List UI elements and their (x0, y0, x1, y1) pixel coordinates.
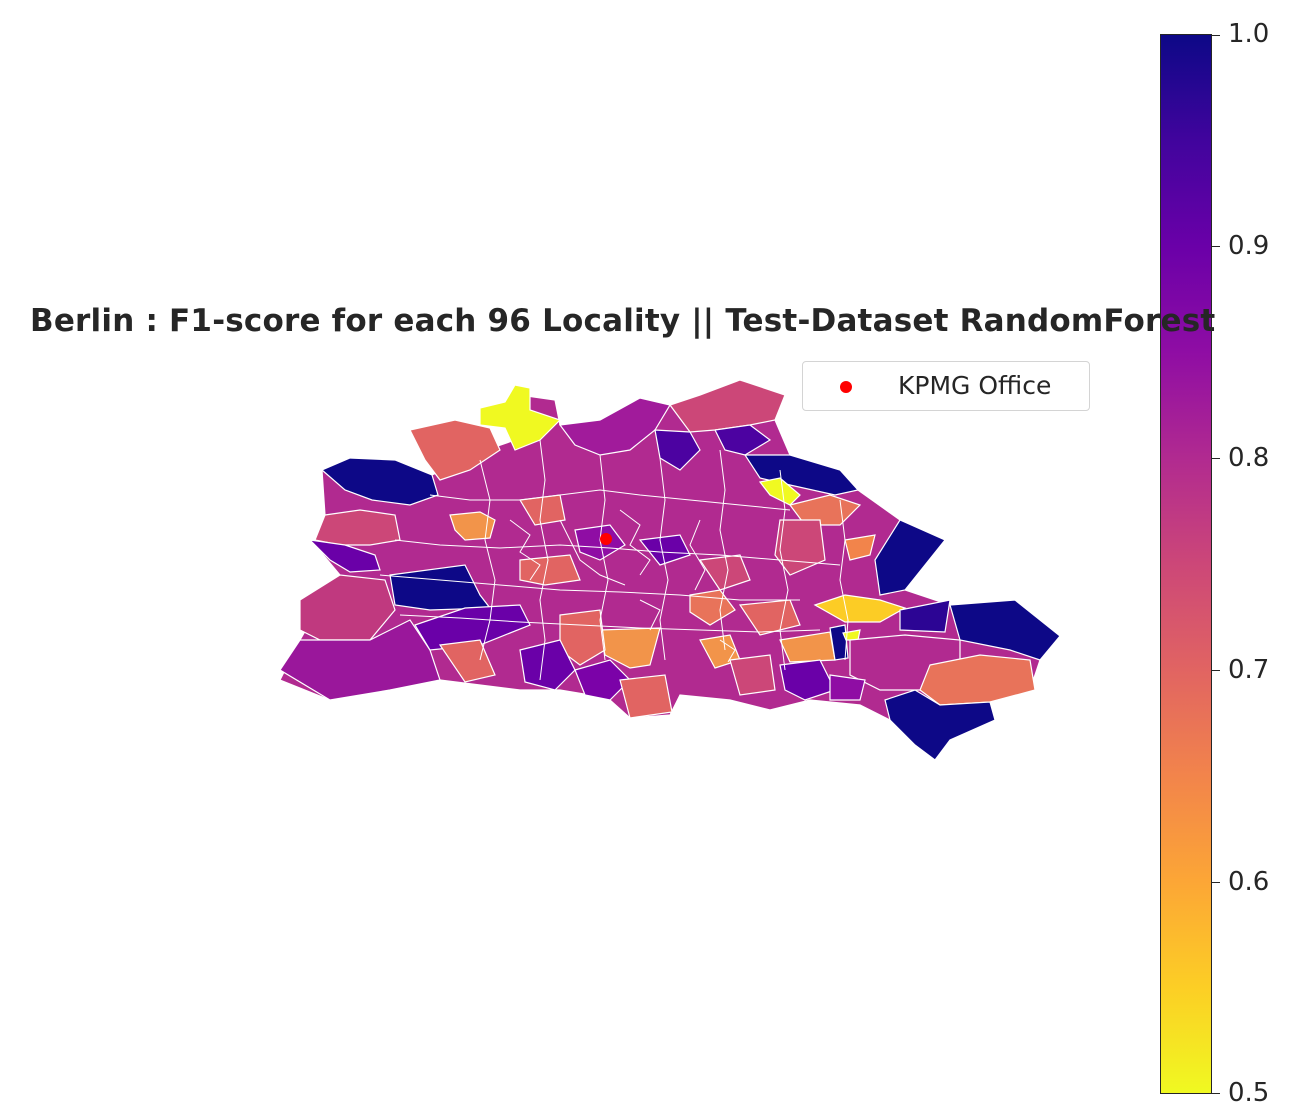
colorbar-tick (1212, 670, 1220, 671)
locality-region (438, 639, 496, 683)
locality-region (449, 511, 496, 541)
legend-marker-dot (840, 381, 852, 393)
locality-region (698, 554, 751, 591)
locality-region (299, 574, 396, 641)
locality-region (813, 594, 907, 623)
locality-region (899, 599, 951, 633)
colorbar-tick (1212, 458, 1220, 459)
locality-region (714, 424, 772, 456)
locality-regions (279, 379, 1061, 761)
locality-region (738, 599, 801, 636)
colorbar-tick (1212, 882, 1220, 883)
locality-region (919, 654, 1036, 706)
colorbar-tick-label: 0.5 (1228, 1078, 1270, 1108)
locality-region (729, 654, 776, 696)
map-title: Berlin : F1-score for each 96 Locality |… (30, 303, 1216, 339)
locality-region (308, 539, 381, 573)
colorbar-tick-label: 0.6 (1228, 867, 1270, 897)
locality-region (638, 534, 691, 566)
colorbar-tick (1212, 246, 1220, 247)
locality-region (619, 674, 673, 719)
colorbar-tick-label: 1.0 (1228, 19, 1270, 49)
locality-region (829, 674, 866, 701)
legend: KPMG Office (802, 361, 1090, 411)
locality-region (414, 604, 531, 651)
kpmg-office-marker (600, 533, 612, 545)
locality-boundaries (379, 439, 849, 681)
colorbar-tick (1212, 1093, 1220, 1094)
locality-region (519, 554, 581, 586)
locality-region (758, 477, 801, 506)
colorbar (1160, 34, 1212, 1094)
locality-region (479, 384, 562, 451)
locality-region (844, 534, 876, 561)
locality-region (874, 519, 946, 596)
locality-region (320, 457, 439, 506)
colorbar-tick-label: 0.7 (1228, 655, 1270, 685)
locality-region (779, 659, 836, 701)
locality-region (884, 689, 996, 761)
legend-label: KPMG Office (898, 371, 1052, 400)
colorbar-tick-label: 0.8 (1228, 443, 1270, 473)
colorbar-tick (1212, 35, 1220, 36)
locality-region (774, 519, 826, 576)
locality-region (669, 379, 786, 433)
locality-region (654, 429, 701, 471)
colorbar-gradient (1161, 35, 1211, 1093)
colorbar-tick-label: 0.9 (1228, 231, 1270, 261)
locality-region (574, 659, 631, 701)
locality-region (409, 419, 501, 481)
locality-region (519, 639, 576, 691)
locality-region (743, 454, 860, 496)
locality-region (314, 509, 401, 546)
